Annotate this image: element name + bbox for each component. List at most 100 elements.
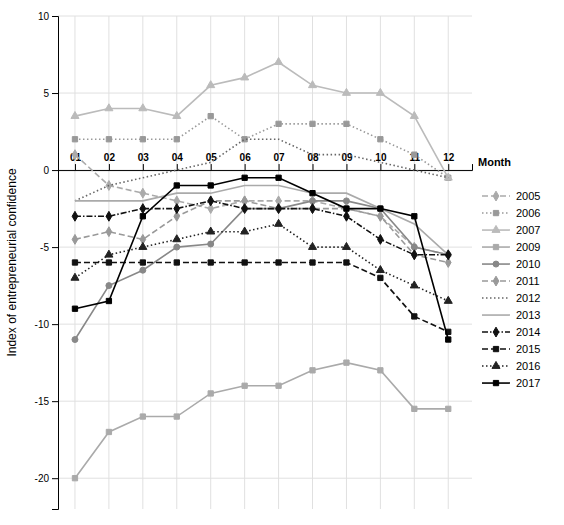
series-marker bbox=[377, 206, 383, 212]
series-line bbox=[75, 116, 448, 178]
y-tick-label: -10 bbox=[35, 319, 50, 330]
legend-label: 2011 bbox=[516, 275, 540, 287]
series-line bbox=[75, 201, 448, 340]
series-marker bbox=[412, 406, 417, 411]
series-marker bbox=[72, 337, 78, 343]
x-tick-label: 08 bbox=[307, 152, 319, 163]
series-marker bbox=[344, 121, 349, 126]
x-tick: 07 bbox=[274, 152, 286, 170]
grid-line-x bbox=[414, 16, 415, 509]
series-marker bbox=[308, 81, 316, 88]
y-tick-mark bbox=[52, 16, 58, 17]
series-marker bbox=[412, 214, 417, 219]
series-line bbox=[75, 201, 448, 263]
series-marker bbox=[378, 368, 383, 373]
series-marker bbox=[276, 175, 281, 180]
legend-item: 2011 bbox=[482, 275, 540, 287]
legend-item: 2010 bbox=[482, 258, 540, 270]
legend-label: 2015 bbox=[516, 343, 540, 355]
legend-swatch bbox=[482, 314, 510, 316]
series-line bbox=[75, 363, 448, 479]
x-tick-label: 10 bbox=[375, 152, 387, 163]
series-marker bbox=[208, 196, 214, 206]
grid-line-y bbox=[58, 324, 472, 325]
y-tick: -15 bbox=[35, 396, 58, 407]
x-tick-mark bbox=[448, 164, 449, 170]
series-marker bbox=[208, 183, 213, 188]
series-marker bbox=[72, 137, 77, 142]
series-marker bbox=[344, 360, 349, 365]
series-marker bbox=[208, 391, 213, 396]
series-marker bbox=[378, 234, 384, 244]
legend-item: 2014 bbox=[482, 326, 540, 338]
series bbox=[72, 196, 451, 267]
series-marker bbox=[310, 121, 315, 126]
legend-marker bbox=[492, 361, 500, 368]
x-tick-mark bbox=[177, 164, 178, 170]
series bbox=[72, 198, 451, 343]
series-marker bbox=[344, 260, 349, 265]
grid-line-y bbox=[58, 93, 472, 94]
legend-marker bbox=[493, 244, 498, 249]
legend-marker bbox=[493, 327, 499, 337]
y-axis-title: Index of entrepreneurial confidence bbox=[5, 168, 19, 356]
legend-item: 2015 bbox=[482, 343, 540, 355]
series-marker bbox=[310, 204, 316, 214]
series-marker bbox=[173, 111, 181, 118]
series-marker bbox=[106, 211, 112, 221]
y-tick: 0 bbox=[43, 165, 58, 176]
series-marker bbox=[105, 250, 113, 257]
series-marker bbox=[376, 88, 384, 95]
series bbox=[71, 219, 452, 303]
series-marker bbox=[207, 227, 215, 234]
series-marker bbox=[411, 250, 417, 260]
series bbox=[72, 175, 451, 342]
series-marker bbox=[276, 260, 281, 265]
series-marker bbox=[207, 81, 215, 88]
series-marker bbox=[174, 137, 179, 142]
y-tick-mark bbox=[52, 93, 58, 94]
x-tick: 04 bbox=[172, 152, 184, 170]
x-tick: 10 bbox=[375, 152, 387, 170]
series-marker bbox=[72, 306, 77, 311]
series-marker bbox=[242, 260, 247, 265]
series-marker bbox=[105, 104, 113, 111]
grid-line-y bbox=[58, 247, 472, 248]
x-tick-mark bbox=[143, 164, 144, 170]
y-tick-mark bbox=[52, 247, 58, 248]
series-line bbox=[75, 62, 448, 178]
legend-label: 2006 bbox=[516, 207, 540, 219]
series-marker bbox=[344, 206, 349, 211]
legend-label: 2016 bbox=[516, 360, 540, 372]
x-tick-mark bbox=[211, 164, 212, 170]
series-marker bbox=[106, 227, 112, 237]
series-marker bbox=[72, 260, 77, 265]
series bbox=[71, 58, 452, 181]
series-line bbox=[75, 224, 448, 301]
series-marker bbox=[241, 73, 249, 80]
legend-marker bbox=[492, 225, 500, 232]
series-line bbox=[75, 178, 448, 340]
legend-item: 2013 bbox=[482, 309, 540, 321]
series-marker bbox=[411, 250, 417, 260]
x-tick-mark bbox=[75, 164, 76, 170]
x-tick: 11 bbox=[410, 152, 421, 170]
series-line bbox=[75, 139, 448, 201]
series-marker bbox=[106, 298, 111, 303]
series-marker bbox=[174, 204, 180, 214]
series-marker bbox=[140, 214, 145, 219]
legend: 2005200620072009201020112012201320142015… bbox=[482, 190, 540, 389]
series-marker bbox=[308, 242, 316, 249]
legend-marker bbox=[493, 210, 498, 215]
series-marker bbox=[106, 137, 111, 142]
series-marker bbox=[140, 137, 145, 142]
y-tick-label: 5 bbox=[43, 88, 49, 99]
x-tick-label: 09 bbox=[341, 152, 353, 163]
series-marker bbox=[72, 211, 78, 221]
x-tick-label: 04 bbox=[172, 152, 184, 163]
series-marker bbox=[139, 104, 147, 111]
x-tick-label: 05 bbox=[206, 152, 218, 163]
grid bbox=[58, 16, 472, 509]
legend-label: 2017 bbox=[516, 377, 540, 389]
series-marker bbox=[378, 206, 383, 211]
